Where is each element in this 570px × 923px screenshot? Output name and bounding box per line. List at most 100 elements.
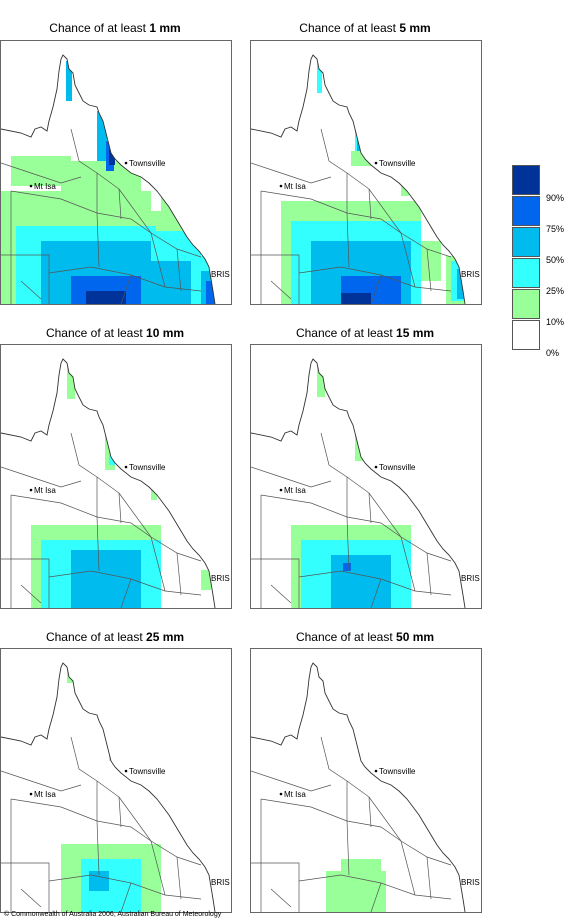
state-border bbox=[20, 584, 42, 604]
state-border bbox=[426, 248, 432, 292]
panel-title: Chance of at least 25 mm bbox=[45, 630, 185, 644]
rain-map: Townsville Mt Isa BRIS bbox=[0, 648, 232, 913]
panel-amount: 1 mm bbox=[149, 21, 181, 35]
coastline bbox=[1, 54, 216, 304]
state-border bbox=[120, 882, 132, 912]
rain-map: Townsville Mt Isa BRIS bbox=[0, 344, 232, 609]
state-border bbox=[1, 162, 82, 184]
town-marker bbox=[279, 488, 283, 492]
place-townsville: Townsville bbox=[129, 463, 166, 472]
panel-title: Chance of at least 1 mm bbox=[49, 21, 181, 35]
copyright-footer: © Commonwealth of Australia 2006, Austra… bbox=[4, 911, 222, 918]
legend-label: 50% bbox=[546, 255, 565, 265]
rain-cell bbox=[457, 269, 465, 299]
legend-label: 25% bbox=[546, 286, 565, 296]
state-border bbox=[346, 212, 350, 268]
town-marker bbox=[124, 161, 128, 165]
place-townsville: Townsville bbox=[129, 767, 166, 776]
state-border bbox=[270, 280, 292, 300]
place-bris: BRIS bbox=[461, 270, 480, 279]
state-border bbox=[251, 770, 332, 792]
place-mt-isa: Mt Isa bbox=[34, 486, 56, 495]
state-border bbox=[1, 254, 50, 304]
state-border bbox=[1, 466, 82, 488]
place-townsville: Townsville bbox=[129, 159, 166, 168]
state-border bbox=[118, 188, 202, 258]
rain-map: Townsville Mt Isa BRIS bbox=[250, 40, 482, 305]
rain-cell bbox=[341, 293, 371, 304]
rain-map: Townsville Mt Isa BRIS bbox=[0, 40, 232, 305]
rain-cell bbox=[331, 555, 391, 608]
state-border bbox=[1, 558, 50, 608]
state-border bbox=[176, 552, 182, 596]
rain-cell bbox=[109, 149, 115, 165]
town-marker bbox=[124, 769, 128, 773]
place-bris: BRIS bbox=[461, 574, 480, 583]
place-mt-isa: Mt Isa bbox=[284, 182, 306, 191]
place-bris: BRIS bbox=[211, 270, 230, 279]
state-border bbox=[368, 188, 452, 258]
state-border bbox=[251, 862, 300, 912]
state-border bbox=[120, 274, 132, 304]
place-mt-isa: Mt Isa bbox=[34, 182, 56, 191]
rain-cell bbox=[89, 871, 109, 891]
rain-map: Townsville Mt Isa BRIS bbox=[250, 648, 482, 913]
coastline bbox=[1, 662, 216, 912]
town-marker bbox=[124, 465, 128, 469]
rain-probability-layer bbox=[31, 359, 211, 608]
legend-swatch-50 bbox=[512, 227, 540, 257]
legend-label: 75% bbox=[546, 224, 565, 234]
state-border bbox=[370, 274, 382, 304]
panel-amount: 15 mm bbox=[396, 326, 435, 340]
legend-swatch-10 bbox=[512, 289, 540, 319]
state-border bbox=[251, 254, 300, 304]
rain-probability-layer bbox=[291, 361, 411, 608]
coastline bbox=[1, 358, 216, 608]
rain-probability-layer bbox=[1, 61, 215, 304]
rain-cell bbox=[355, 431, 363, 461]
state-border bbox=[176, 856, 182, 900]
state-border bbox=[426, 552, 432, 596]
state-border bbox=[251, 558, 300, 608]
rain-cell bbox=[317, 63, 322, 93]
state-border bbox=[400, 232, 416, 288]
state-border bbox=[96, 516, 100, 572]
town-marker bbox=[29, 488, 33, 492]
rain-cell bbox=[317, 361, 325, 397]
state-border bbox=[150, 840, 166, 896]
town-marker bbox=[374, 161, 378, 165]
state-border bbox=[10, 798, 152, 842]
legend-label: 10% bbox=[546, 317, 565, 327]
town-marker bbox=[279, 792, 283, 796]
state-border bbox=[270, 888, 292, 908]
state-border bbox=[270, 584, 292, 604]
rain-cell bbox=[86, 291, 126, 304]
legend-label: 0% bbox=[546, 348, 560, 358]
panel-title: Chance of at least 10 mm bbox=[45, 326, 185, 340]
state-border bbox=[370, 882, 382, 912]
town-marker bbox=[374, 465, 378, 469]
state-border bbox=[346, 820, 350, 876]
state-border bbox=[120, 578, 132, 608]
rain-cell bbox=[206, 281, 215, 304]
coastline bbox=[251, 662, 466, 912]
state-border bbox=[400, 840, 416, 896]
town-marker bbox=[29, 184, 33, 188]
place-townsville: Townsville bbox=[379, 767, 416, 776]
state-border bbox=[251, 162, 332, 184]
rain-cell bbox=[66, 61, 72, 101]
panel-title: Chance of at least 15 mm bbox=[295, 326, 435, 340]
place-bris: BRIS bbox=[211, 574, 230, 583]
legend-label: 90% bbox=[546, 193, 565, 203]
state-border bbox=[400, 536, 416, 592]
place-mt-isa: Mt Isa bbox=[284, 486, 306, 495]
panel-title: Chance of at least 50 mm bbox=[295, 630, 435, 644]
town-marker bbox=[29, 792, 33, 796]
panel-title: Chance of at least 5 mm bbox=[299, 21, 431, 35]
state-border bbox=[426, 856, 432, 900]
state-border bbox=[368, 796, 452, 866]
panel-amount: 10 mm bbox=[146, 326, 185, 340]
rain-cell bbox=[326, 871, 386, 912]
state-border bbox=[260, 798, 402, 842]
town-marker bbox=[374, 769, 378, 773]
